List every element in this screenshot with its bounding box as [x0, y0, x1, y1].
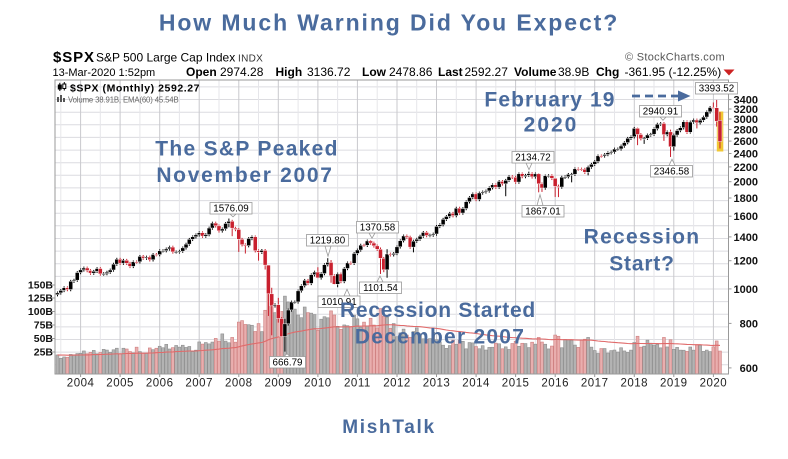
svg-text:1576.09: 1576.09	[213, 204, 248, 215]
svg-text:2600: 2600	[734, 136, 758, 148]
svg-text:INDX: INDX	[238, 54, 263, 65]
svg-text:High: High	[276, 65, 303, 79]
svg-text:$SPX (Monthly) 2592.27: $SPX (Monthly) 2592.27	[70, 82, 200, 94]
svg-text:2016: 2016	[541, 378, 569, 390]
svg-text:3400: 3400	[734, 95, 758, 107]
svg-text:2940.91: 2940.91	[643, 107, 678, 118]
svg-text:2014: 2014	[462, 378, 490, 390]
svg-text:MishTalk: MishTalk	[342, 417, 436, 438]
svg-text:3136.72: 3136.72	[307, 65, 351, 79]
svg-text:1600: 1600	[734, 211, 758, 223]
svg-text:Low: Low	[362, 65, 387, 79]
svg-text:2010: 2010	[304, 378, 332, 390]
svg-text:3200: 3200	[734, 104, 758, 116]
svg-text:How Much Warning Did You Expec: How Much Warning Did You Expect?	[159, 9, 619, 35]
svg-text:2009: 2009	[265, 378, 293, 390]
svg-text:1370.58: 1370.58	[360, 223, 396, 234]
svg-text:Recession: Recession	[584, 226, 701, 249]
svg-text:3393.52: 3393.52	[699, 84, 734, 95]
svg-text:S&P 500 Large Cap Index: S&P 500 Large Cap Index	[96, 51, 235, 65]
svg-text:1101.54: 1101.54	[363, 283, 398, 294]
svg-text:The S&P Peaked: The S&P Peaked	[155, 138, 339, 161]
svg-text:75B: 75B	[34, 320, 54, 332]
svg-text:2592.27: 2592.27	[465, 65, 509, 79]
svg-text:2974.28: 2974.28	[220, 65, 264, 79]
svg-text:1219.80: 1219.80	[310, 236, 346, 247]
svg-text:2015: 2015	[502, 378, 530, 390]
svg-text:2019: 2019	[660, 378, 688, 390]
svg-text:2020: 2020	[700, 378, 728, 390]
svg-text:666.79: 666.79	[273, 358, 303, 369]
svg-text:2020: 2020	[524, 114, 579, 137]
svg-text:1000: 1000	[734, 284, 758, 296]
svg-text:800: 800	[740, 318, 758, 330]
svg-text:125B: 125B	[28, 293, 54, 305]
svg-text:Chg: Chg	[596, 65, 619, 79]
svg-text:Recession Started: Recession Started	[340, 299, 536, 322]
svg-text:Start?: Start?	[609, 253, 674, 276]
svg-text:2011: 2011	[344, 378, 371, 390]
svg-text:2008: 2008	[225, 378, 253, 390]
svg-text:2007: 2007	[185, 378, 213, 390]
svg-text:600: 600	[740, 363, 758, 375]
svg-text:1867.01: 1867.01	[525, 207, 560, 218]
svg-text:2005: 2005	[106, 378, 134, 390]
svg-text:38.9B: 38.9B	[558, 65, 589, 79]
svg-text:2013: 2013	[423, 378, 451, 390]
svg-text:3000: 3000	[734, 114, 758, 126]
svg-text:November 2007: November 2007	[156, 164, 333, 187]
svg-text:13-Mar-2020 1:52pm: 13-Mar-2020 1:52pm	[53, 67, 156, 79]
svg-text:2012: 2012	[383, 378, 411, 390]
svg-text:2200: 2200	[734, 162, 758, 174]
svg-text:1010.91: 1010.91	[321, 297, 356, 308]
svg-text:2800: 2800	[734, 125, 758, 137]
svg-text:Open: Open	[186, 65, 217, 79]
svg-text:December 2007: December 2007	[355, 326, 525, 349]
svg-text:100B: 100B	[28, 306, 54, 318]
svg-text:Last: Last	[438, 65, 463, 79]
svg-text:$SPX: $SPX	[53, 49, 95, 66]
svg-text:2018: 2018	[621, 378, 649, 390]
svg-text:1800: 1800	[734, 193, 758, 205]
svg-text:50B: 50B	[34, 333, 54, 345]
svg-text:Volume: Volume	[514, 65, 557, 79]
svg-text:2134.72: 2134.72	[515, 153, 550, 164]
svg-text:2346.58: 2346.58	[654, 167, 690, 178]
svg-text:2000: 2000	[734, 177, 758, 189]
svg-text:1200: 1200	[734, 256, 758, 268]
svg-text:2017: 2017	[581, 378, 609, 390]
svg-text:2400: 2400	[734, 149, 758, 161]
svg-text:© StockCharts.com: © StockCharts.com	[625, 52, 725, 64]
svg-text:1400: 1400	[734, 232, 758, 244]
svg-text:150B: 150B	[28, 280, 54, 292]
svg-text:2004: 2004	[67, 378, 95, 390]
svg-text:2006: 2006	[146, 378, 174, 390]
svg-text:Volume 38.91B, EMA(60) 45.54B: Volume 38.91B, EMA(60) 45.54B	[68, 96, 179, 105]
svg-text:2478.86: 2478.86	[389, 65, 433, 79]
svg-text:-361.95 (-12.25%): -361.95 (-12.25%)	[625, 65, 722, 79]
svg-text:25B: 25B	[34, 347, 54, 359]
svg-text:February 19: February 19	[484, 89, 615, 112]
